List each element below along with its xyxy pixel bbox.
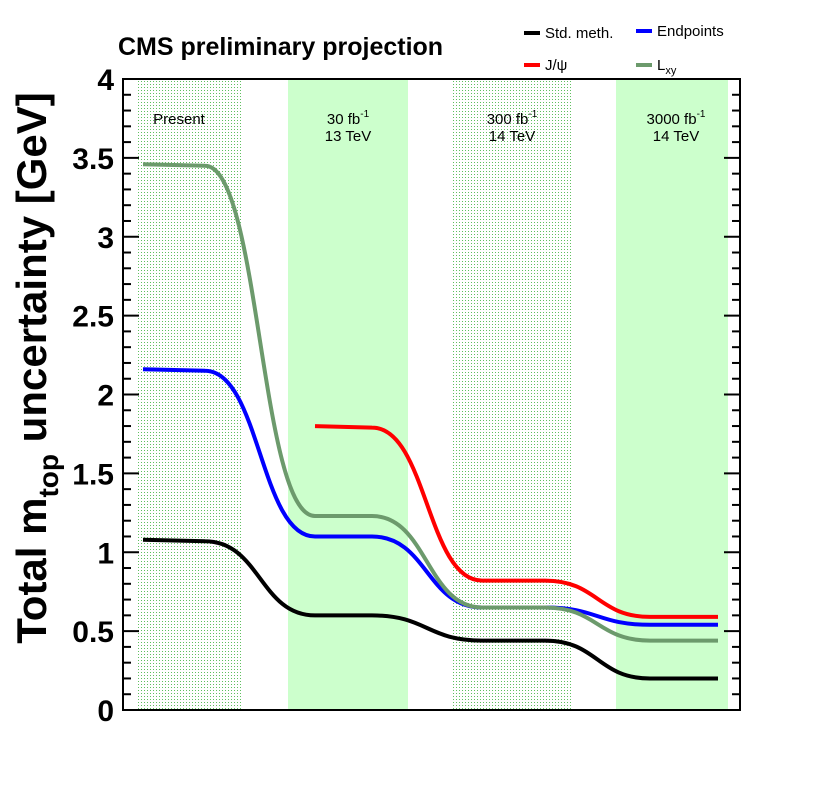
- stage-label-2: 300 fb-1: [487, 109, 538, 128]
- y-axis-label-rest: uncertainty [GeV]: [8, 92, 55, 454]
- y-tick-label: 1: [97, 537, 114, 570]
- stage-band-3: [616, 80, 728, 709]
- stage-label-2-text: 300 fb: [487, 111, 529, 128]
- stage-band-2: [453, 80, 573, 709]
- stage-band-1: [288, 80, 408, 709]
- chart-title: CMS preliminary projection: [118, 33, 443, 61]
- legend-label-endpoints: Endpoints: [657, 23, 724, 40]
- series-lines: [142, 162, 718, 681]
- y-axis-label: Total mtop uncertainty [GeV]: [8, 92, 64, 644]
- y-tick-label: 0: [97, 695, 114, 728]
- y-axis-label-sub: top: [33, 454, 64, 498]
- stage-label-2-sup: -1: [528, 109, 537, 120]
- y-tick-label: 3.5: [72, 143, 114, 176]
- legend-label-lxy-main: L: [657, 57, 665, 74]
- stage-energy-2: 14 TeV: [489, 128, 535, 145]
- legend-label-lxy: Lxy: [657, 57, 677, 77]
- stage-energy-1: 13 TeV: [325, 128, 371, 145]
- stage-label-3: 3000 fb-1: [647, 109, 706, 128]
- stage-band-0: [137, 80, 243, 709]
- series-line-2: [314, 424, 718, 619]
- y-tick-label: 3: [97, 222, 114, 255]
- y-tick-label: 2: [97, 380, 114, 413]
- stage-label-1-sup: -1: [360, 109, 369, 120]
- y-axis-tick-labels: 0 0.5 1 1.5 2 2.5 3 3.5 4: [72, 64, 114, 728]
- legend-label-lxy-sub: xy: [665, 65, 677, 77]
- y-tick-label: 4: [97, 64, 114, 97]
- y-axis-label-main: Total m: [8, 498, 55, 644]
- plot-frame: [122, 78, 741, 711]
- stage-label-3-text: 3000 fb: [647, 111, 697, 128]
- y-axis-ticks: [123, 78, 740, 711]
- series-line-3: [142, 162, 718, 643]
- stage-label-3-sup: -1: [697, 109, 706, 120]
- series-line-0: [142, 537, 718, 681]
- y-tick-label: 0.5: [72, 616, 114, 649]
- legend-label-std-meth: Std. meth.: [545, 25, 613, 42]
- stage-energy-3: 14 TeV: [653, 128, 699, 145]
- y-tick-label: 1.5: [72, 458, 114, 491]
- stage-label-1-text: 30 fb: [327, 111, 360, 128]
- stage-label-1: 30 fb-1: [327, 109, 370, 128]
- stage-label-0-text: Present: [153, 111, 206, 128]
- y-tick-label: 2.5: [72, 301, 114, 334]
- legend: Std. meth. Endpoints J/ψ Lxy: [524, 23, 724, 77]
- legend-label-jpsi: J/ψ: [545, 57, 567, 74]
- stage-label-0: Present: [153, 111, 206, 128]
- series-line-1: [142, 367, 718, 627]
